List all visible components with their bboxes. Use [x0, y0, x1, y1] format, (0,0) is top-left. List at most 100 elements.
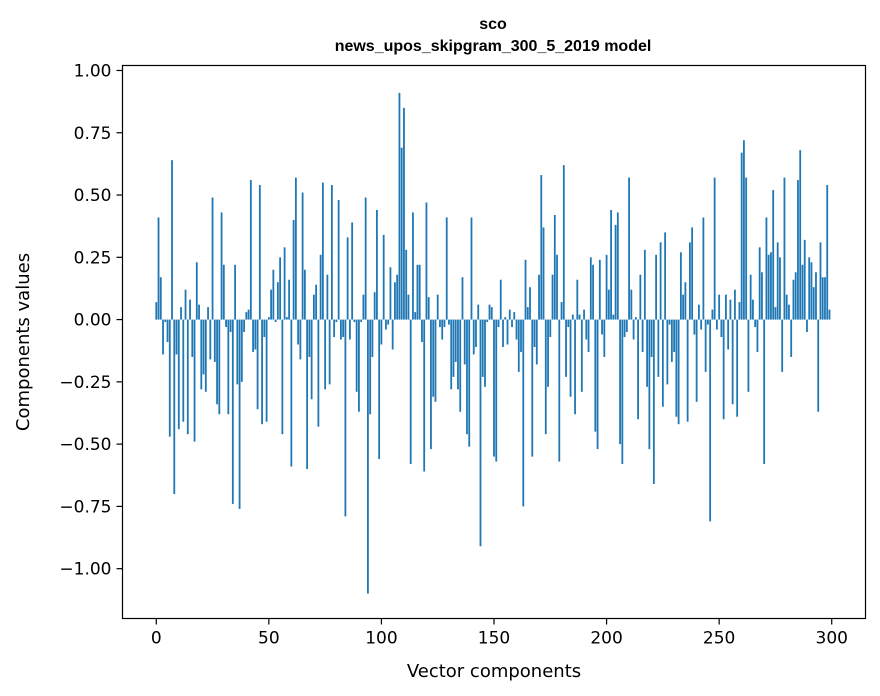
bar: [475, 319, 477, 347]
bar: [184, 289, 187, 320]
bar: [326, 274, 329, 320]
bar: [625, 319, 628, 333]
bar: [211, 197, 214, 320]
bar: [459, 319, 462, 412]
bar: [810, 262, 813, 320]
bar: [448, 319, 450, 325]
bar: [272, 269, 275, 320]
bar: [801, 264, 804, 320]
bar: [630, 289, 633, 320]
bar: [808, 257, 811, 320]
bar: [353, 319, 356, 323]
bar: [821, 277, 824, 320]
bar: [373, 292, 376, 320]
bar: [655, 254, 658, 320]
bar: [628, 177, 630, 320]
x-tick-label: 150: [478, 629, 510, 649]
bar: [409, 319, 412, 465]
bar: [706, 319, 709, 325]
bar: [484, 319, 486, 387]
bar: [574, 319, 576, 415]
bar: [515, 319, 518, 340]
bar: [736, 319, 739, 417]
x-tick-label: 0: [151, 629, 162, 649]
bar: [677, 319, 680, 425]
bar: [547, 319, 549, 387]
bar: [349, 319, 351, 340]
bar: [168, 319, 171, 437]
bar: [720, 319, 723, 338]
bar: [290, 319, 293, 467]
bar: [526, 307, 529, 320]
bar: [319, 254, 322, 320]
bar: [776, 242, 779, 320]
bar: [493, 319, 495, 457]
bar: [225, 319, 227, 328]
bar: [569, 319, 572, 397]
bar: [506, 319, 509, 345]
bar: [400, 147, 403, 320]
bar: [504, 317, 507, 320]
x-axis-label: Vector components: [407, 661, 581, 682]
bar: [812, 287, 815, 320]
bar: [531, 319, 534, 457]
bar: [610, 209, 612, 320]
bars-group: [155, 92, 831, 594]
bar: [270, 289, 272, 320]
bar: [508, 309, 511, 320]
plot-frame: [121, 64, 867, 620]
bar: [634, 317, 637, 320]
x-tick-label: 300: [816, 629, 848, 649]
bar: [738, 302, 741, 320]
bar: [664, 232, 667, 320]
x-tick-label: 250: [703, 629, 735, 649]
bar: [815, 272, 817, 320]
x-tick-label: 200: [590, 629, 622, 649]
bar: [688, 242, 691, 320]
bar: [463, 319, 466, 365]
bar: [186, 319, 189, 435]
bar: [470, 217, 473, 320]
bar: [702, 217, 705, 320]
bar: [790, 319, 793, 357]
bar: [328, 319, 331, 385]
bar: [695, 319, 698, 402]
bar: [481, 319, 484, 377]
bar: [792, 279, 795, 320]
bar: [614, 224, 617, 320]
bar: [412, 212, 414, 320]
bar: [774, 307, 777, 320]
bar: [540, 175, 543, 320]
bar: [659, 242, 662, 320]
bar: [312, 294, 315, 320]
bar: [218, 319, 221, 415]
bar: [560, 302, 563, 320]
bar: [511, 319, 513, 328]
bar: [434, 319, 437, 402]
bar: [752, 299, 754, 320]
bar: [367, 319, 369, 594]
bar: [718, 294, 721, 320]
bar: [756, 319, 759, 352]
bar: [767, 254, 770, 320]
bar: [781, 319, 784, 372]
bar: [279, 257, 282, 320]
bar: [596, 319, 599, 450]
bar: [261, 319, 263, 425]
bar: [423, 319, 426, 472]
bar: [324, 319, 327, 390]
bar: [704, 319, 707, 372]
bar: [558, 319, 561, 462]
bar: [245, 312, 248, 320]
bar: [254, 319, 257, 350]
bar: [783, 177, 786, 320]
bar: [598, 259, 601, 320]
bar: [351, 222, 354, 320]
bar: [288, 279, 291, 320]
bar: [414, 312, 417, 320]
bar: [616, 212, 619, 320]
bar: [157, 217, 160, 320]
bar: [565, 319, 567, 377]
bar: [731, 319, 734, 405]
